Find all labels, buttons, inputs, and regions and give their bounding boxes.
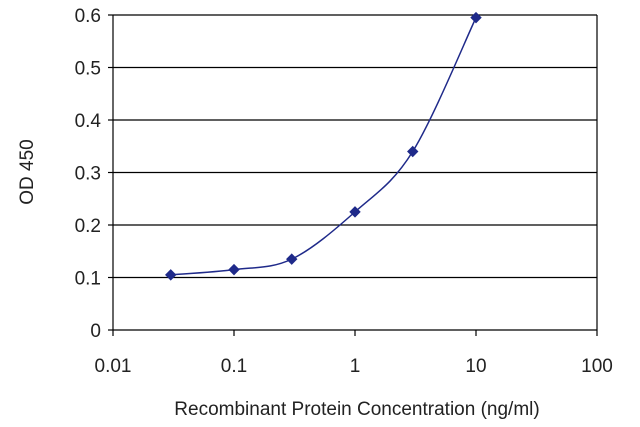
- grid-lines: [113, 14, 597, 279]
- x-tick-label: 0.1: [221, 356, 247, 377]
- data-point: [349, 206, 361, 218]
- y-tick-label: 0: [90, 321, 101, 342]
- tick-labels: 0 0.1 0.2 0.3 0.4 0.5 0.6 0.01 0.1 1 10 100: [75, 6, 613, 377]
- y-tick-label: 0.5: [75, 59, 101, 80]
- y-tick-label: 0.2: [75, 216, 101, 237]
- y-tick-label: 0.6: [75, 6, 101, 27]
- y-axis-title: OD 450: [17, 139, 38, 204]
- x-axis-title: Recombinant Protein Concentration (ng/ml…: [174, 399, 539, 420]
- y-tick-label: 0.1: [75, 269, 101, 290]
- axes: [108, 14, 598, 336]
- series: [165, 11, 482, 281]
- x-tick-label: 100: [581, 356, 613, 377]
- data-point: [470, 11, 482, 24]
- data-point: [165, 269, 177, 281]
- series-line: [170, 17, 477, 276]
- x-tick-label: 1: [350, 356, 361, 377]
- x-tick-label: 10: [465, 356, 486, 377]
- y-tick-label: 0.3: [75, 164, 101, 185]
- x-tick-label: 0.01: [95, 356, 132, 377]
- data-point: [228, 263, 240, 276]
- data-point: [407, 145, 419, 158]
- data-point: [286, 253, 298, 265]
- y-tick-label: 0.4: [75, 111, 102, 132]
